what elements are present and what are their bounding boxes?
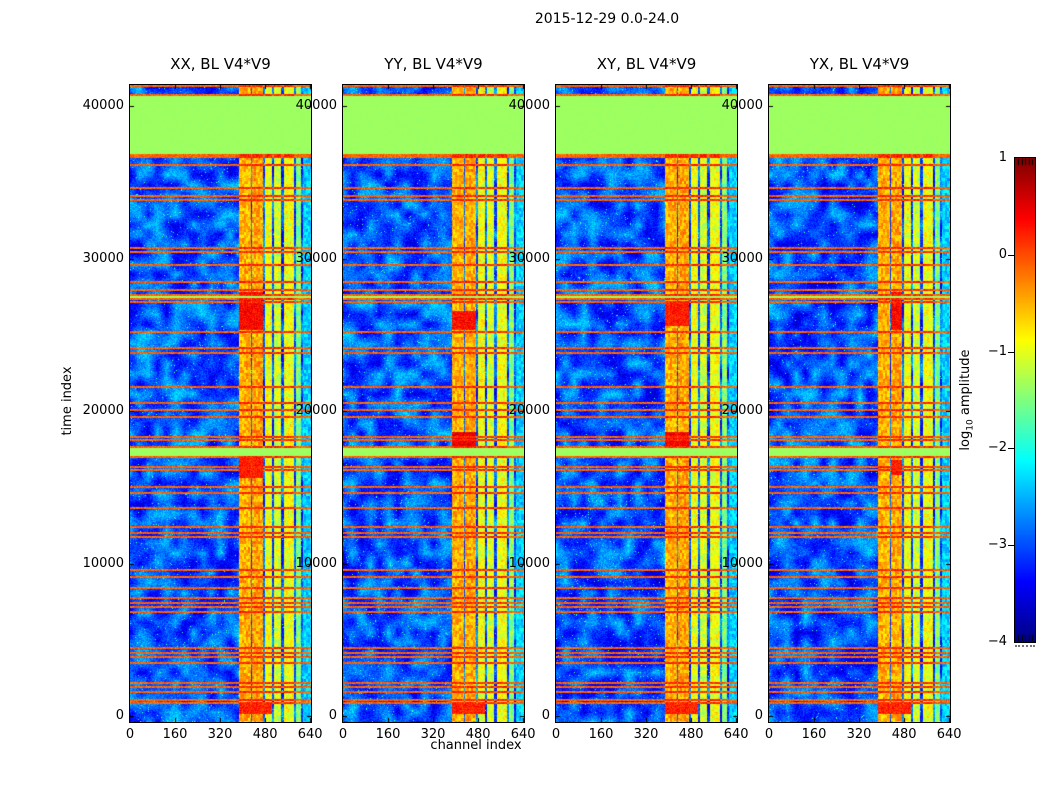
colorbar-tick-label: 0 bbox=[998, 246, 1007, 262]
y-tick-label: 30000 bbox=[721, 250, 763, 266]
x-tick-label: 320 bbox=[846, 727, 872, 742]
x-tick-label: 320 bbox=[420, 727, 446, 742]
heatmap-panel-3 bbox=[768, 84, 951, 723]
x-tick-label: 480 bbox=[891, 727, 917, 742]
colorbar-canvas bbox=[1015, 158, 1035, 642]
x-tick-label: 640 bbox=[297, 727, 323, 742]
y-tick-label: 20000 bbox=[82, 403, 124, 419]
colorbar-tick-label: −3 bbox=[987, 537, 1007, 553]
colorbar-label-sub: 10 bbox=[965, 419, 976, 431]
x-tick-label: 160 bbox=[801, 727, 827, 742]
y-tick-label: 0 bbox=[328, 707, 337, 723]
y-axis-label: time index bbox=[60, 366, 75, 436]
x-tick-label: 0 bbox=[551, 727, 561, 742]
y-tick-label: 30000 bbox=[82, 250, 124, 266]
colorbar-label-prefix: log bbox=[958, 430, 973, 451]
heatmap-panel-2 bbox=[555, 84, 738, 723]
y-tick-label: 10000 bbox=[508, 555, 550, 571]
colorbar-tick-mark bbox=[1008, 545, 1015, 546]
y-tick-label: 0 bbox=[541, 707, 550, 723]
colorbar-tick-mark bbox=[1008, 448, 1015, 449]
x-tick-label: 160 bbox=[162, 727, 188, 742]
y-tick-label: 30000 bbox=[295, 250, 337, 266]
y-tick-label: 20000 bbox=[721, 403, 763, 419]
colorbar-tick-label: −4 bbox=[987, 634, 1007, 649]
colorbar-label: log10 amplitude bbox=[958, 330, 976, 470]
x-tick-label: 480 bbox=[465, 727, 491, 742]
y-tick-label: 10000 bbox=[721, 555, 763, 571]
y-tick-label: 10000 bbox=[295, 555, 337, 571]
x-tick-label: 160 bbox=[375, 727, 401, 742]
panel-canvas bbox=[556, 85, 737, 722]
x-tick-label: 0 bbox=[125, 727, 135, 742]
panel-canvas bbox=[130, 85, 311, 722]
y-tick-label: 40000 bbox=[82, 98, 124, 114]
panel-title: XY, BL V4*V9 bbox=[596, 55, 697, 73]
y-tick-label: 20000 bbox=[508, 403, 550, 419]
colorbar-tick-mark bbox=[1008, 255, 1015, 256]
colorbar-tick-label: −2 bbox=[987, 440, 1007, 456]
panel-title: XX, BL V4*V9 bbox=[170, 55, 271, 73]
x-tick-label: 320 bbox=[633, 727, 659, 742]
colorbar-frame bbox=[1014, 157, 1036, 643]
x-tick-label: 480 bbox=[678, 727, 704, 742]
x-tick-label: 480 bbox=[252, 727, 278, 742]
y-tick-label: 10000 bbox=[82, 555, 124, 571]
y-tick-label: 0 bbox=[754, 707, 763, 723]
colorbar-extend-dots bbox=[1015, 645, 1035, 647]
y-tick-label: 40000 bbox=[721, 98, 763, 114]
y-tick-label: 0 bbox=[115, 707, 124, 723]
y-tick-label: 40000 bbox=[295, 98, 337, 114]
x-tick-label: 0 bbox=[764, 727, 774, 742]
y-tick-label: 30000 bbox=[508, 250, 550, 266]
panel-canvas bbox=[343, 85, 524, 722]
panel-title: YY, BL V4*V9 bbox=[384, 55, 483, 73]
colorbar-tick-label: 1 bbox=[998, 150, 1007, 165]
x-tick-label: 640 bbox=[723, 727, 749, 742]
heatmap-panel-1 bbox=[342, 84, 525, 723]
colorbar-tick-mark bbox=[1008, 352, 1015, 353]
y-tick-label: 40000 bbox=[508, 98, 550, 114]
panel-title: YX, BL V4*V9 bbox=[809, 55, 910, 73]
heatmap-panel-0 bbox=[129, 84, 312, 723]
x-axis-label: channel index bbox=[430, 738, 522, 753]
colorbar-tick-label: −1 bbox=[987, 343, 1007, 359]
panel-canvas bbox=[769, 85, 950, 722]
y-tick-label: 20000 bbox=[295, 403, 337, 419]
x-tick-label: 0 bbox=[338, 727, 348, 742]
x-tick-label: 640 bbox=[510, 727, 536, 742]
x-tick-label: 160 bbox=[588, 727, 614, 742]
figure-title: 2015-12-29 0.0-24.0 bbox=[534, 11, 680, 27]
x-tick-label: 640 bbox=[936, 727, 962, 742]
colorbar-label-suffix: amplitude bbox=[958, 349, 973, 420]
x-tick-label: 320 bbox=[207, 727, 233, 742]
